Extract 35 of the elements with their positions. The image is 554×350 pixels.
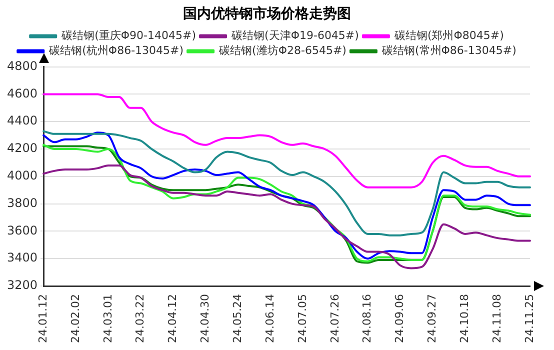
x-tick-label: 24.04.12 <box>166 294 180 343</box>
legend-label: 碳结钢(重庆Φ90-14045#) <box>60 29 196 42</box>
x-tick-label: 24.11.08 <box>490 294 504 343</box>
y-tick-label: 3800 <box>6 196 38 210</box>
line-series <box>42 164 531 270</box>
y-tick-label: 4000 <box>6 168 38 183</box>
y-tick-label: 4400 <box>6 114 38 128</box>
x-tick-label: 24.06.14 <box>263 294 276 343</box>
x-tick-label: 24.10.18 <box>458 294 471 343</box>
line-series <box>42 130 531 236</box>
x-tick-label: 24.07.05 <box>296 294 309 343</box>
x-tick-label: 24.07.26 <box>328 294 342 343</box>
y-tick-label: 4200 <box>6 141 38 156</box>
x-tick-label: 24.04.30 <box>198 294 212 343</box>
x-tick-label: 24.03.01 <box>101 294 114 343</box>
legend-label: 碳结钢(潍坊Φ28-6545#) <box>218 44 346 58</box>
x-tick-label: 24.02.02 <box>68 294 82 343</box>
x-tick-label: 24.03.22 <box>134 294 147 343</box>
legend-label: 碳结钢(天津Φ19-6045#) <box>230 29 359 42</box>
x-tick-label: 24.09.27 <box>426 294 439 343</box>
x-tick-label: 24.09.06 <box>393 294 406 343</box>
x-tick-label: 24.08.16 <box>360 294 374 343</box>
chart-title: 国内优特钢市场价格走势图 <box>183 5 351 22</box>
y-tick-label: 3400 <box>6 250 38 265</box>
legend-label: 碳结钢(杭州Φ86-13045#) <box>48 44 184 58</box>
y-tick-label: 4600 <box>6 86 38 100</box>
y-tick-label: 4800 <box>6 58 38 73</box>
x-tick-label: 24.11.25 <box>522 294 536 343</box>
legend-label: 碳结钢(郑州Φ8045#) <box>393 29 504 42</box>
x-tick-label: 24.05.24 <box>230 294 244 343</box>
line-series <box>42 93 531 188</box>
legend-label: 碳结钢(常州Φ86-13045#) <box>380 44 516 58</box>
y-tick-label: 3600 <box>6 223 38 238</box>
y-tick-label: 3200 <box>6 278 38 292</box>
x-tick-label: 24.01.12 <box>36 294 50 343</box>
